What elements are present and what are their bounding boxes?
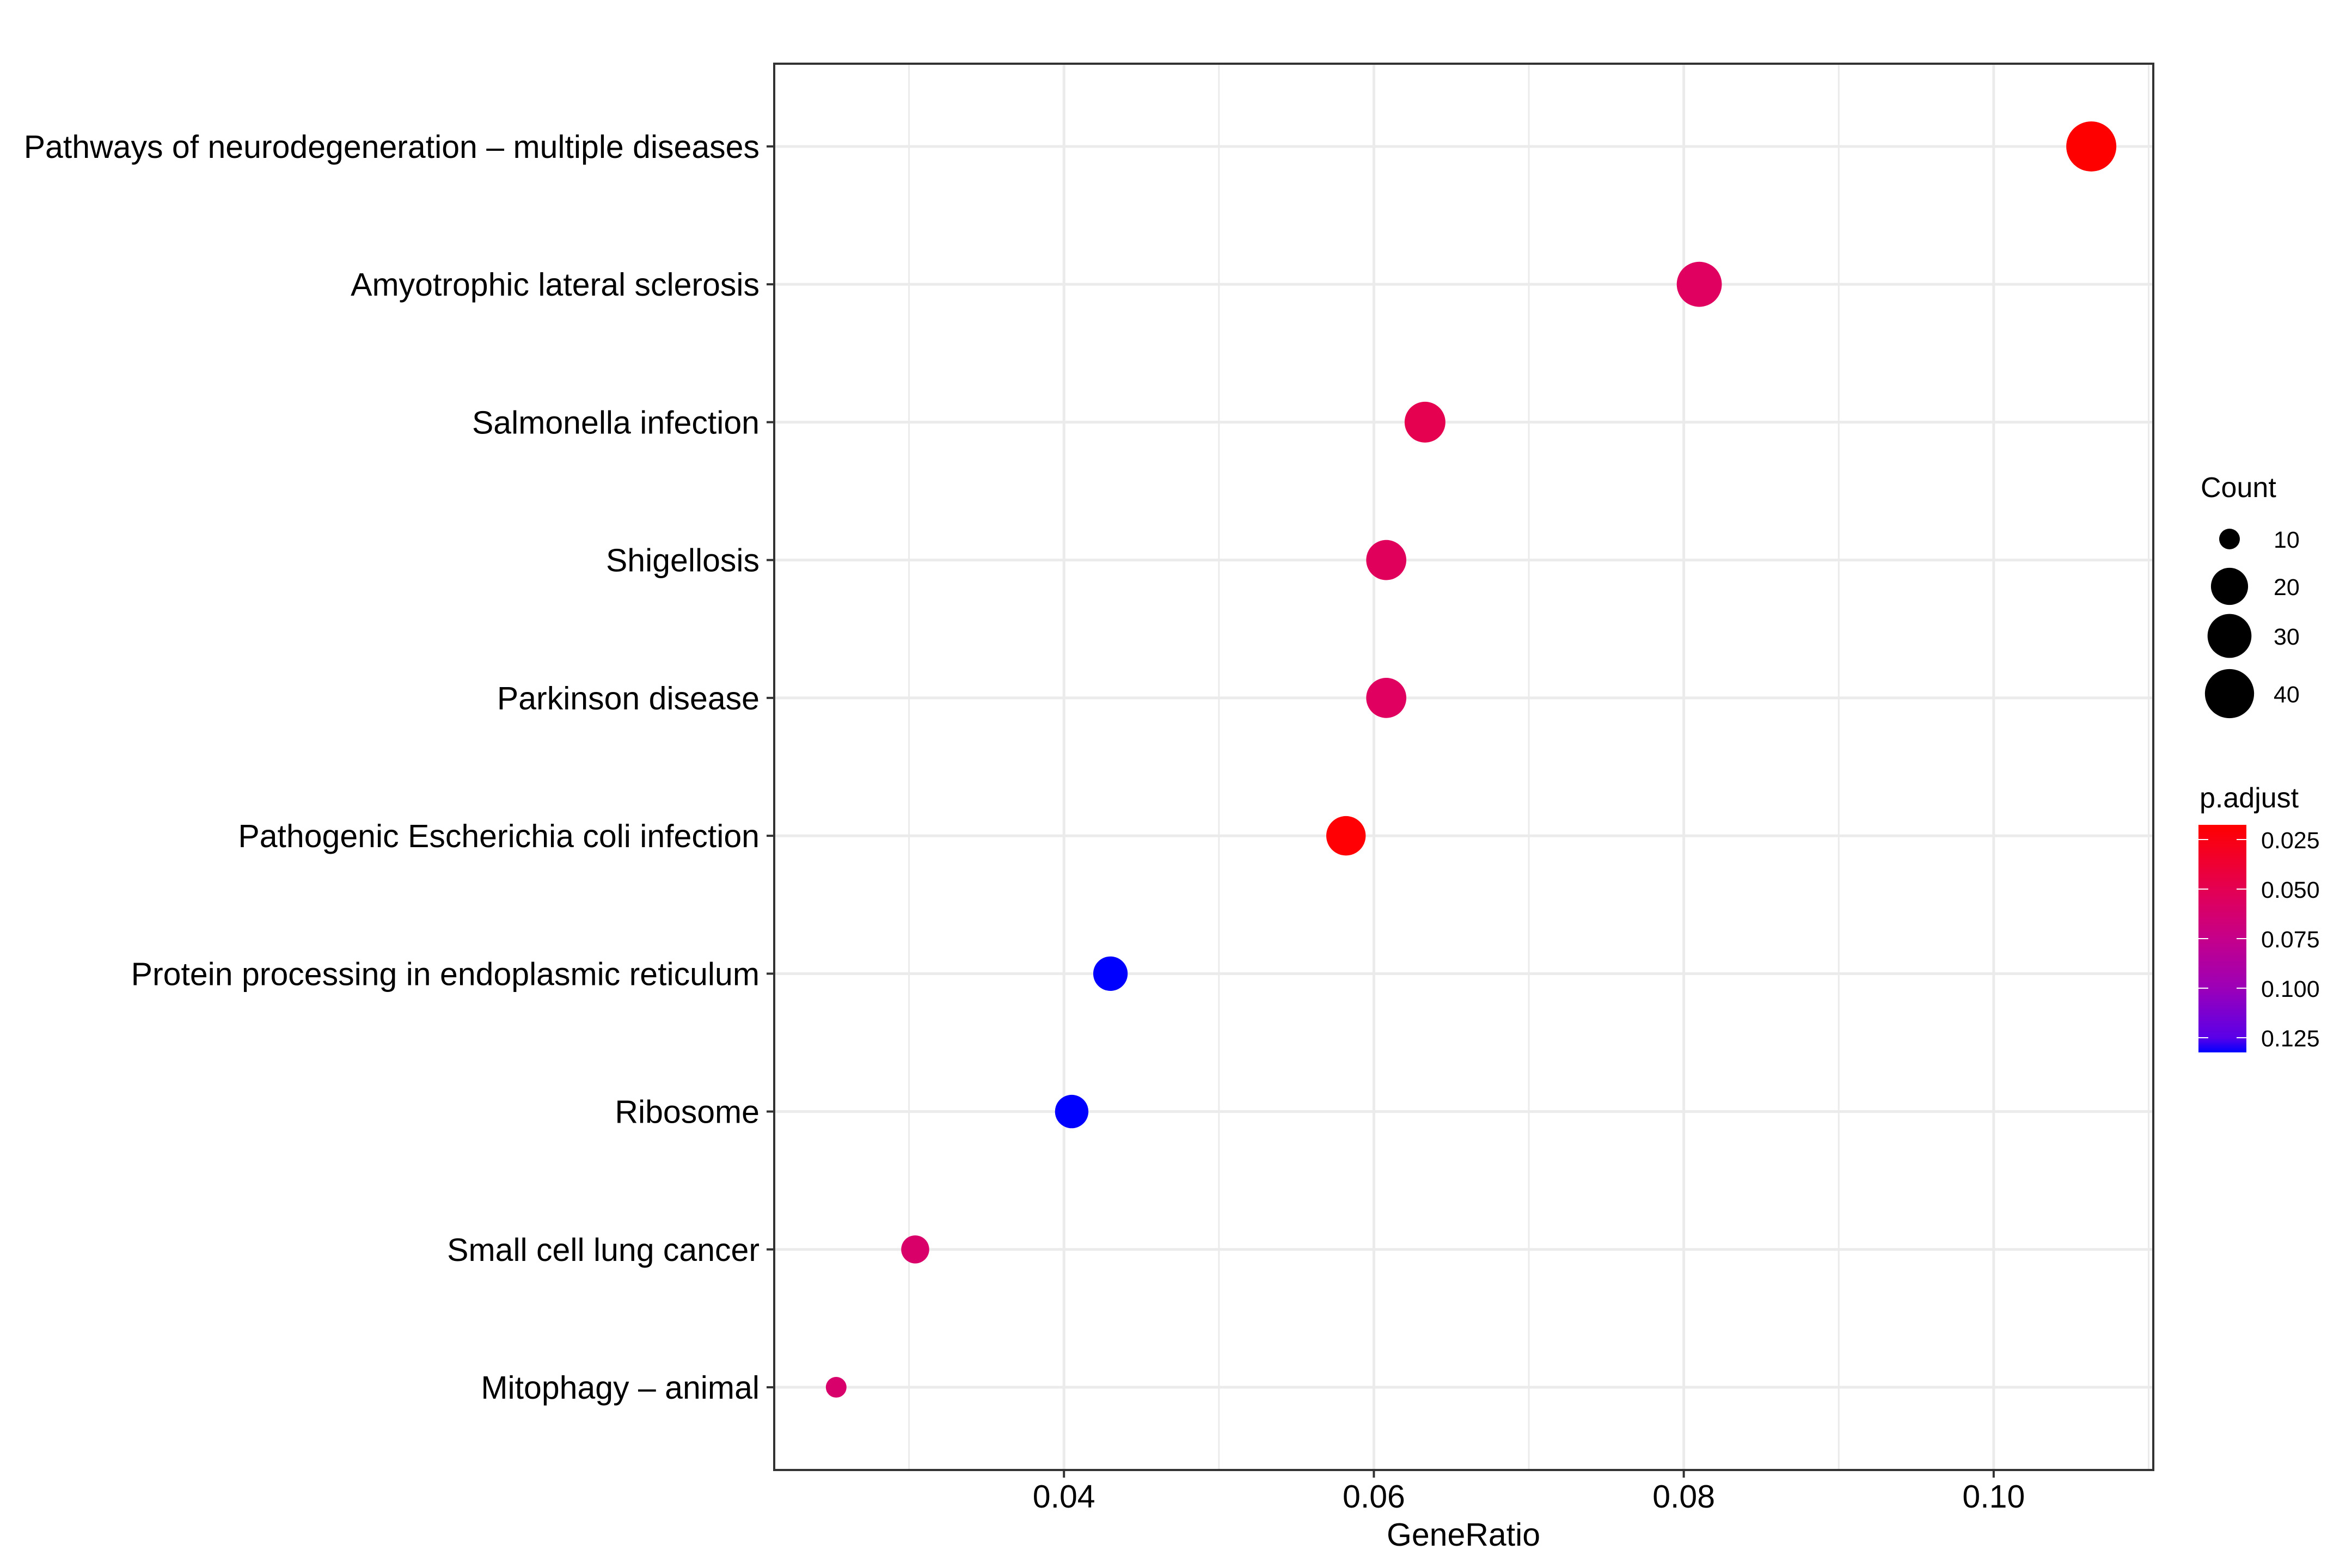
count-legend-label: 10 bbox=[2274, 527, 2300, 553]
count-legend-key bbox=[2204, 669, 2255, 719]
x-tick-label: 0.04 bbox=[1033, 1479, 1095, 1515]
x-axis-title: GeneRatio bbox=[1387, 1517, 1540, 1553]
y-axis: Pathways of neurodegeneration – multiple… bbox=[24, 129, 774, 1406]
y-tick-label: Parkinson disease bbox=[497, 681, 759, 716]
p-adjust-legend-title: p.adjust bbox=[2200, 782, 2299, 814]
p-adjust-legend-label: 0.025 bbox=[2261, 828, 2320, 854]
x-tick-label: 0.08 bbox=[1652, 1479, 1715, 1515]
data-point bbox=[825, 1377, 847, 1398]
count-legend-key bbox=[2219, 529, 2240, 549]
count-legend-key bbox=[2210, 567, 2249, 605]
p-adjust-legend-label: 0.075 bbox=[2261, 927, 2320, 953]
plot-panel bbox=[773, 63, 2154, 1471]
data-point bbox=[1404, 401, 1445, 443]
y-tick-label: Pathways of neurodegeneration – multiple… bbox=[24, 129, 759, 165]
data-point bbox=[1093, 956, 1128, 991]
count-legend-label: 40 bbox=[2274, 682, 2300, 708]
x-tick-label: 0.06 bbox=[1343, 1479, 1405, 1515]
count-legend-keys: 10 20 30 40 bbox=[2204, 527, 2300, 719]
p-adjust-legend-label: 0.050 bbox=[2261, 877, 2320, 903]
data-point bbox=[1326, 816, 1366, 856]
y-tick-label: Shigellosis bbox=[606, 543, 759, 579]
p-adjust-color-legend: p.adjust 0.025 0.050 0.075 0.100 0.125 bbox=[2198, 782, 2320, 1052]
count-legend-label: 20 bbox=[2274, 574, 2300, 601]
y-tick-label: Mitophagy – animal bbox=[481, 1370, 759, 1406]
count-legend-key bbox=[2207, 614, 2252, 658]
minor-gridlines bbox=[908, 64, 2149, 1470]
data-point bbox=[1366, 678, 1407, 718]
y-tick-label: Ribosome bbox=[615, 1094, 759, 1130]
count-legend-title: Count bbox=[2201, 472, 2276, 504]
panel-background bbox=[774, 64, 2153, 1470]
y-tick-label: Protein processing in endoplasmic reticu… bbox=[131, 956, 759, 992]
x-tick-label: 0.10 bbox=[1962, 1479, 2025, 1515]
data-point bbox=[901, 1235, 929, 1264]
p-adjust-legend-label: 0.100 bbox=[2261, 976, 2320, 1002]
data-point bbox=[1366, 540, 1407, 580]
count-size-legend: Count 10 20 30 40 bbox=[2201, 472, 2300, 719]
data-point bbox=[2066, 121, 2117, 171]
x-axis: 0.04 0.06 0.08 0.10 bbox=[1033, 1470, 2025, 1515]
panel-border bbox=[773, 63, 2154, 1471]
y-tick-label: Small cell lung cancer bbox=[447, 1232, 759, 1268]
y-tick-label: Salmonella infection bbox=[472, 405, 759, 440]
y-tick-label: Amyotrophic lateral sclerosis bbox=[351, 267, 759, 303]
colorbar-ticks: 0.025 0.050 0.075 0.100 0.125 bbox=[2198, 828, 2320, 1052]
data-points bbox=[825, 121, 2117, 1398]
count-legend-label: 30 bbox=[2274, 624, 2300, 650]
y-tick-label: Pathogenic Escherichia coli infection bbox=[238, 818, 759, 854]
p-adjust-legend-label: 0.125 bbox=[2261, 1026, 2320, 1052]
data-point bbox=[1055, 1094, 1089, 1129]
data-point bbox=[1676, 261, 1722, 307]
